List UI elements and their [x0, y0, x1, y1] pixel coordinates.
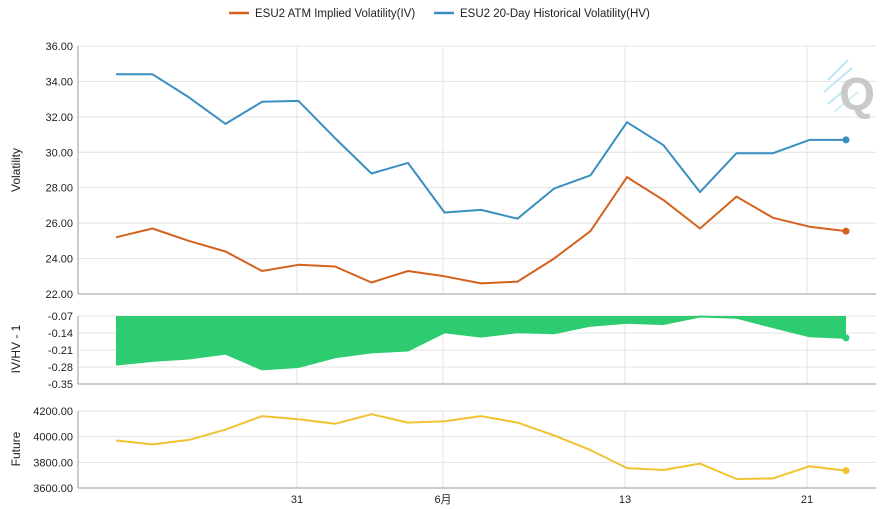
y-tick-label: 36.00	[45, 41, 73, 53]
series-end-marker	[842, 467, 850, 475]
x-tick-label: 6月	[434, 494, 451, 506]
legend-label-iv: ESU2 ATM Implied Volatility(IV)	[255, 8, 415, 20]
ylabel-volatility: Volatility	[9, 148, 23, 192]
y-tick-label: 3600.00	[33, 483, 73, 495]
series-area-ratio	[116, 316, 846, 370]
y-tick-label: 3800.00	[33, 457, 73, 469]
legend: ESU2 ATM Implied Volatility(IV) ESU2 20-…	[229, 8, 650, 20]
series-line-esu2-20-day-historical-volatility-hv-	[116, 73, 846, 220]
y-tick-label: 22.00	[45, 289, 73, 301]
series-line-esu2-atm-implied-volatility-iv-	[115, 176, 847, 285]
x-tick-label: 21	[801, 494, 813, 506]
x-axis-labels: 31 6月 13 21	[291, 494, 813, 506]
ylabel-future: Future	[9, 431, 23, 466]
y-tick-label: -0.35	[48, 379, 73, 391]
x-tick-label: 31	[291, 494, 303, 506]
q-logo-icon: Q	[823, 59, 875, 120]
y-tick-label: 34.00	[45, 76, 73, 88]
legend-label-hv: ESU2 20-Day Historical Volatility(HV)	[460, 8, 650, 20]
panel-ratio: IV/HV - 1 -0.07 -0.14 -0.21 -0.28 -0.35	[9, 311, 876, 391]
y-tick-label: -0.21	[48, 345, 73, 357]
y-tick-label: 24.00	[45, 254, 73, 266]
series-end-marker	[842, 227, 850, 235]
x-tick-label: 13	[619, 494, 631, 506]
series-line-future	[115, 413, 847, 480]
y-tick-label: -0.14	[48, 328, 73, 340]
y-tick-label: 26.00	[45, 218, 73, 230]
y-tick-label: 32.00	[45, 112, 73, 124]
y-tick-label: -0.07	[48, 311, 73, 323]
panel-future: Future 3600.00 3800.00 4000.00 4200.00	[9, 406, 876, 495]
series-line-ratio	[115, 315, 847, 371]
series-end-marker	[842, 334, 850, 342]
logo-letter: Q	[839, 68, 875, 120]
ylabel-ratio: IV/HV - 1	[9, 324, 23, 373]
y-tick-label: -0.28	[48, 362, 73, 374]
y-tick-label: 4000.00	[33, 432, 73, 444]
y-tick-label: 30.00	[45, 147, 73, 159]
y-tick-label: 28.00	[45, 183, 73, 195]
y-tick-label: 4200.00	[33, 406, 73, 418]
series-end-marker	[842, 136, 850, 144]
panel-volatility: Volatility 22.00 24.00 26.00 28.00 30.00 32.0…	[9, 41, 876, 301]
